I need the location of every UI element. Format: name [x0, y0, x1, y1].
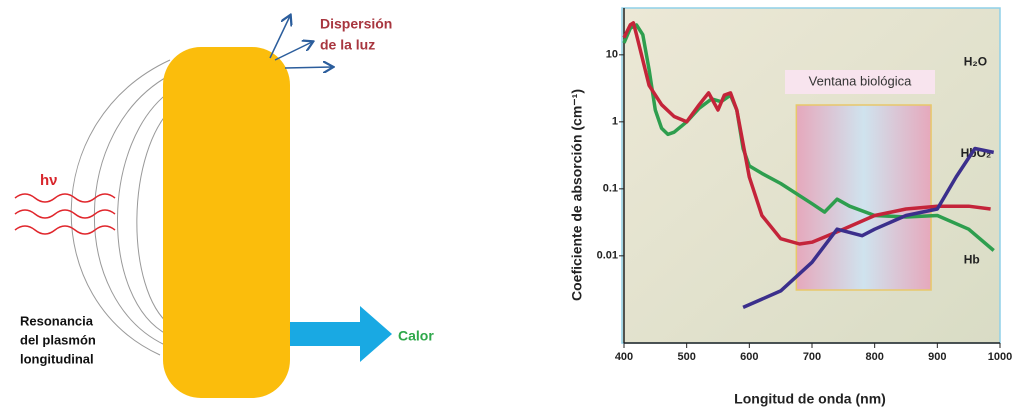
y-tick-label: 1 — [612, 116, 618, 128]
x-axis-label: Longitud de onda (nm) — [734, 391, 886, 407]
scattering-label: de la luz — [320, 37, 375, 53]
wave — [15, 194, 115, 202]
series-label: Hb — [964, 253, 980, 267]
heat-label: Calor — [398, 328, 434, 344]
arrow — [270, 16, 290, 58]
figure: hν Dispersión de la luz Resonancia del p… — [0, 0, 1016, 410]
scattering-label: Dispersión — [320, 16, 392, 32]
heat-arrow — [290, 306, 392, 362]
arrow — [275, 42, 312, 60]
diagram — [71, 60, 175, 355]
x-tick-label: 500 — [677, 351, 695, 363]
x-tick-label: 600 — [740, 351, 758, 363]
photon-waves — [15, 194, 115, 234]
nanorod — [163, 47, 290, 398]
wave — [15, 226, 115, 234]
y-tick-label: 0.1 — [603, 183, 618, 195]
x-tick-label: 800 — [865, 351, 883, 363]
annotation-label: Ventana biológica — [809, 73, 912, 88]
resonance-label: Resonancia — [20, 313, 94, 328]
resonance-label: longitudinal — [20, 351, 94, 366]
resonance-label: del plasmón — [20, 332, 96, 347]
y-tick-label: 0.01 — [597, 250, 618, 262]
x-tick-label: 1000 — [988, 351, 1012, 363]
biological-window — [796, 105, 931, 290]
series-label: H₂O — [964, 55, 987, 69]
photon-label: hν — [40, 172, 58, 189]
x-tick-label: 400 — [615, 351, 633, 363]
y-axis-label: Coeficiente de absorción (cm⁻¹) — [569, 89, 585, 301]
y-tick-label: 10 — [606, 49, 618, 61]
x-tick-label: 700 — [803, 351, 821, 363]
wave — [15, 210, 115, 218]
arrow — [285, 67, 332, 68]
x-tick-label: 900 — [928, 351, 946, 363]
